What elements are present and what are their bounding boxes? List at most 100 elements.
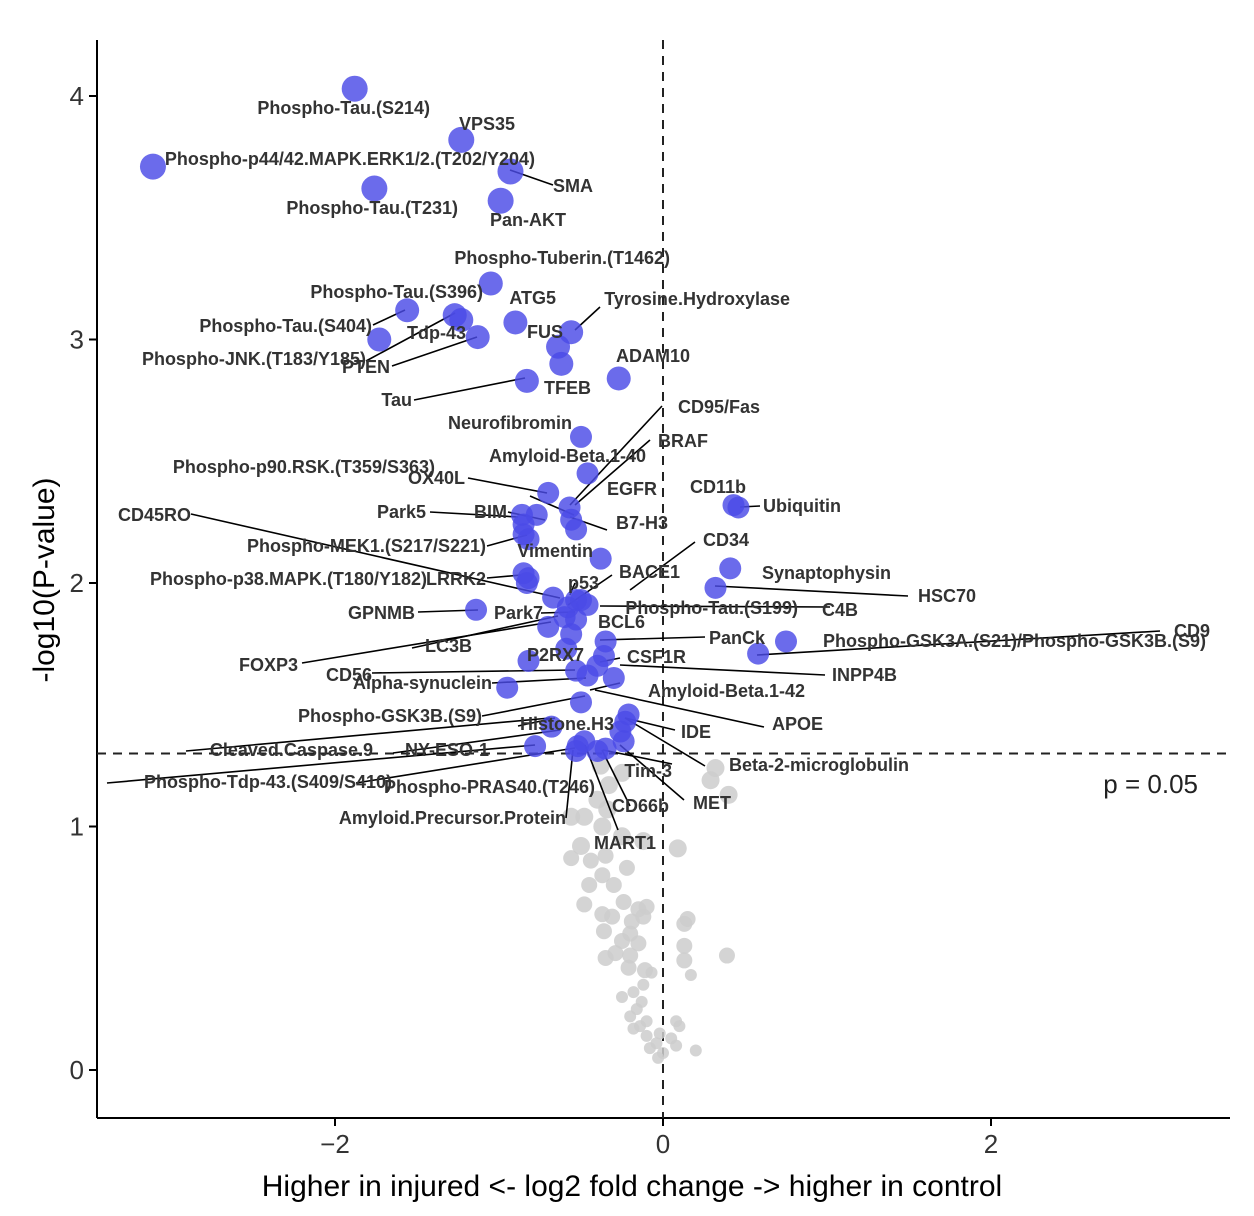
- label-leader-line: [569, 405, 663, 506]
- point-phospho-tuberin-t1462-: [478, 271, 503, 296]
- point-label: Phospho-Tau.(S404): [199, 316, 372, 336]
- ns-point: [719, 785, 738, 804]
- point-label: Ubiquitin: [763, 496, 841, 516]
- ns-point: [630, 935, 647, 952]
- ns-point: [599, 776, 618, 795]
- point-synaptophysin: [719, 557, 742, 580]
- point-label: CD9: [1174, 621, 1210, 641]
- label-leader-line: [756, 630, 1161, 656]
- point-gpnmb: [465, 598, 488, 621]
- point-label: FUS: [527, 322, 563, 342]
- point-label: OX40L: [408, 468, 465, 488]
- point-label: HSC70: [918, 586, 976, 606]
- point-label: PanCk: [709, 628, 766, 648]
- y-tick-label: 3: [70, 325, 84, 355]
- point-label: CD34: [703, 530, 749, 550]
- point-label: Phospho-Tdp-43.(S409/S410): [144, 772, 392, 792]
- point-label: Tim-3: [624, 761, 672, 781]
- ns-point: [605, 876, 622, 893]
- ns-point: [640, 1029, 653, 1042]
- point-label: ADAM10: [616, 346, 690, 366]
- point-label: Phospho-Tau.(S396): [310, 282, 483, 302]
- point-label: Phospho-PRAS40.(T246): [384, 777, 595, 797]
- point-label: TFEB: [544, 378, 591, 398]
- ns-point: [718, 947, 735, 964]
- ns-point: [620, 959, 637, 976]
- point-label: BACE1: [619, 562, 680, 582]
- point-labels: Phospho-Tau.(S214) VPS35 Phospho-p44/42.MA…: [118, 98, 1210, 853]
- point-label: Tau: [381, 390, 412, 410]
- ns-point: [689, 1044, 702, 1057]
- point-histone-h3: [570, 691, 592, 714]
- point-label: Amyloid.Precursor.Protein: [339, 808, 566, 828]
- ns-point: [673, 1020, 686, 1033]
- non-significant-points: [562, 756, 738, 1064]
- y-tick-label: 2: [70, 568, 84, 598]
- label-leader-line: [565, 749, 574, 819]
- point-braf: [576, 462, 599, 485]
- label-leader-line: [714, 585, 909, 597]
- point-phospho-gsk3a-s21-phospho-gsk3b-s9-: [747, 642, 770, 665]
- point-phospho-tdp-43-s409-s410-: [524, 735, 547, 758]
- point-label: LC3B: [425, 636, 472, 656]
- threshold-annotation: p = 0.05: [1103, 769, 1198, 799]
- point-label: MART1: [594, 833, 656, 853]
- ns-point: [637, 978, 650, 991]
- y-tick-label: 1: [70, 812, 84, 842]
- point-label: NY-ESO-1: [405, 740, 489, 760]
- point-label: Phospho-Tuberin.(T1462): [454, 248, 670, 268]
- point-label: VPS35: [459, 114, 515, 134]
- ns-point: [668, 839, 687, 858]
- point-label: PTEN: [342, 357, 390, 377]
- point-label: Histone.H3: [520, 714, 614, 734]
- point-label: CD66b: [612, 796, 669, 816]
- point-label: Amyloid-Beta.1-42: [648, 681, 805, 701]
- point-egfr: [565, 518, 588, 541]
- ns-point: [615, 893, 632, 910]
- point-label: EGFR: [607, 479, 657, 499]
- reference-lines: [97, 40, 1230, 1118]
- point-label: Phospho-Tau.(T231): [286, 198, 458, 218]
- point-label: Phospho-Tau.(S214): [257, 98, 430, 118]
- point-label: Neurofibromin: [448, 413, 572, 433]
- label-leader-line: [429, 511, 519, 518]
- label-leader-line: [413, 377, 526, 401]
- label-leader-line: [190, 513, 561, 599]
- point-phospho-tau-s404-: [449, 308, 474, 333]
- label-leader-line: [391, 336, 478, 367]
- point-label: BRAF: [658, 431, 708, 451]
- ns-point: [643, 1042, 656, 1055]
- ns-point: [624, 1010, 637, 1023]
- point-label: Phospho-MEK1.(S217/S221): [247, 536, 486, 556]
- point-label: CD56: [326, 665, 372, 685]
- point-label: ATG5: [509, 288, 556, 308]
- point-hsc70: [704, 576, 727, 599]
- point-phospho-mek1-s217-s221-: [512, 523, 535, 546]
- ns-point: [627, 986, 640, 999]
- y-axis-title: -log10(P-value): [28, 477, 61, 682]
- point-label: Park7: [494, 603, 543, 623]
- ns-point: [563, 850, 580, 867]
- ns-point: [701, 771, 720, 790]
- point-label: B7-H3: [616, 513, 668, 533]
- ns-point: [581, 876, 598, 893]
- point-label: Phospho-JNK.(T183/Y185): [142, 349, 366, 369]
- point-label: Phospho-GSK3A.(S21)/Phospho-GSK3B.(S9): [823, 631, 1206, 651]
- point-label: GPNMB: [348, 603, 415, 623]
- point-phospho-tau-t231-: [361, 175, 388, 202]
- point-label: MET: [693, 793, 731, 813]
- ns-point: [597, 949, 614, 966]
- point-label: INPP4B: [832, 665, 897, 685]
- label-leader-line: [594, 689, 765, 728]
- point-label: BCL6: [598, 612, 645, 632]
- label-leader-line: [106, 744, 536, 784]
- point-ubiquitin: [727, 496, 750, 519]
- point-label: Phospho-GSK3B.(S9): [298, 706, 482, 726]
- ns-point: [616, 990, 628, 1003]
- point-lrrk2: [517, 567, 540, 590]
- point-cd56: [517, 649, 540, 672]
- point-cd66b: [586, 740, 609, 763]
- point-tfeb: [606, 366, 631, 391]
- point-phospho-tau-s396-: [395, 298, 420, 323]
- point-p2rx7: [555, 637, 578, 660]
